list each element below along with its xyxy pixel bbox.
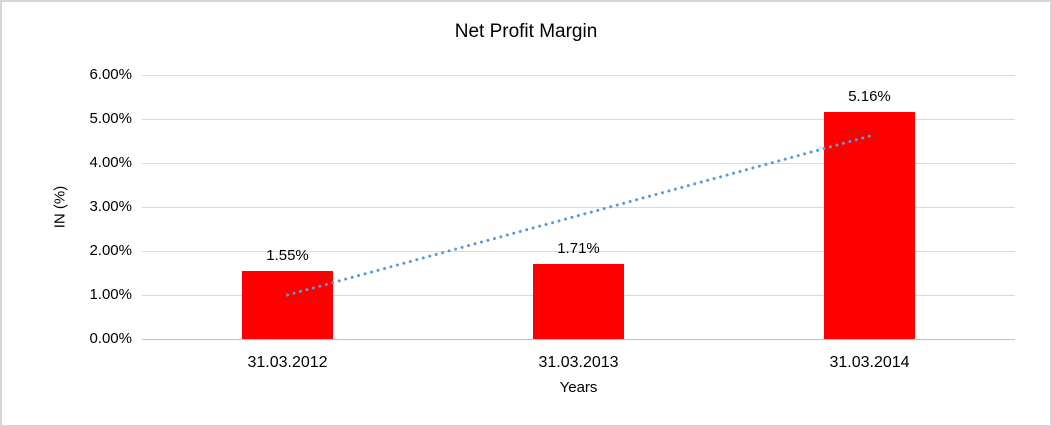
data-label: 1.71% [557,239,600,257]
gridline [142,118,1015,120]
bar-31.03.2013[interactable] [533,263,624,339]
bar-31.03.2012[interactable] [242,270,333,339]
y-tick-label: 5.00% [89,110,132,127]
bar-31.03.2014[interactable] [824,111,915,339]
chart-title[interactable]: Net Profit Margin [454,21,598,42]
data-label: 1.55% [266,246,309,264]
x-axis-line [142,338,1015,340]
gridline [142,74,1015,76]
y-tick-label: 1.00% [89,286,132,303]
y-tick-label: 3.00% [89,198,132,215]
x-axis-title: Years [559,379,598,396]
y-tick-label: 4.00% [89,154,132,171]
x-tick-label: 31.03.2012 [247,354,328,371]
y-tick-label: 2.00% [89,242,132,259]
y-tick-label: 6.00% [89,66,132,83]
x-tick-label: 31.03.2014 [829,354,910,371]
x-tick-label: 31.03.2013 [538,354,619,371]
data-label: 5.16% [848,87,891,105]
y-tick-label: 0.00% [89,330,132,347]
